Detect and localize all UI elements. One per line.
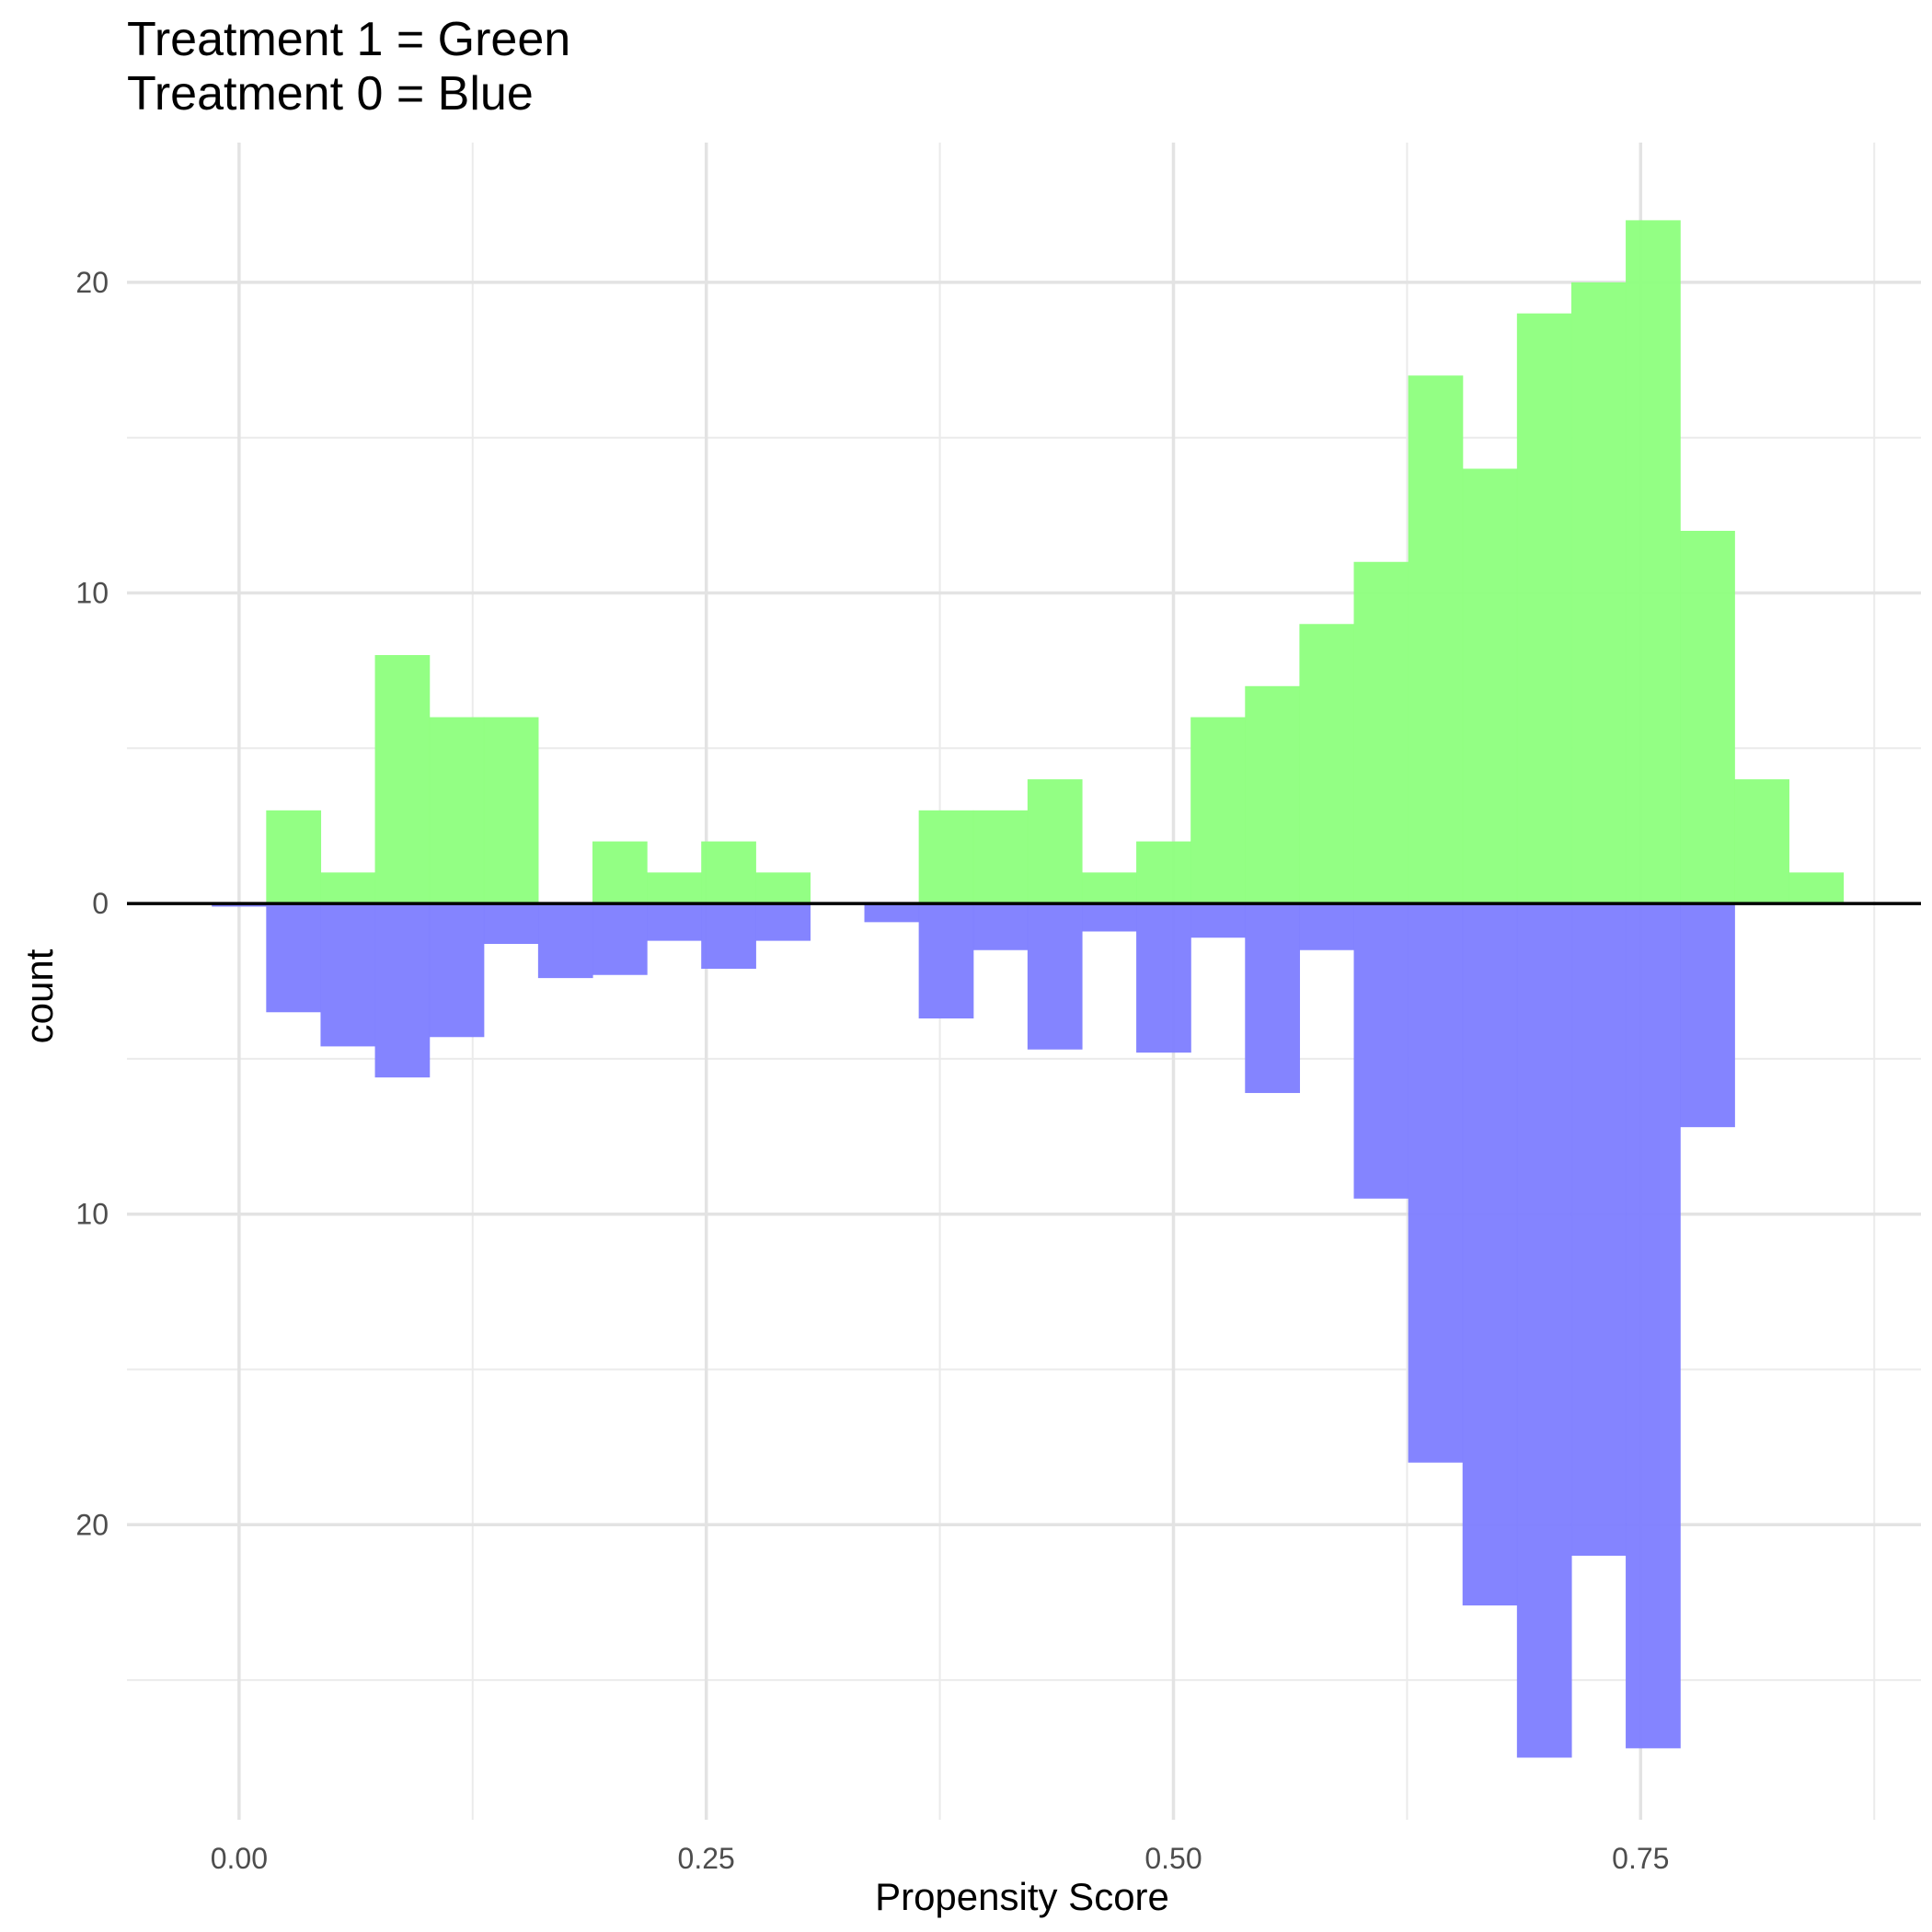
treatment-1-bar: [1734, 779, 1789, 904]
y-tick-label: 10: [75, 577, 109, 610]
treatment-0-bar: [647, 903, 702, 941]
treatment-0-bar: [266, 903, 322, 1013]
x-tick-label: 0.00: [211, 1842, 268, 1875]
treatment-0-bar: [320, 903, 376, 1047]
treatment-0-bar: [1570, 903, 1627, 1557]
x-tick-label: 0.50: [1144, 1842, 1202, 1875]
treatment-1-bar: [1626, 220, 1681, 904]
treatment-0-bar: [1190, 903, 1246, 938]
treatment-0-bar: [755, 903, 811, 941]
treatment-1-bar: [592, 841, 648, 904]
treatment-1-bar: [1353, 561, 1409, 904]
treatment-0-bar: [1680, 903, 1735, 1128]
chart-title-line-1: Treatment 1 = Green: [127, 13, 570, 66]
treatment-1-bar: [1190, 717, 1246, 904]
treatment-0-bar: [1245, 903, 1301, 1094]
treatment-1-bar: [483, 717, 539, 904]
treatment-1-bar: [429, 717, 485, 904]
x-axis-title: Propensity Score: [875, 1875, 1169, 1918]
treatment-0-bar: [918, 903, 974, 1019]
treatment-0-bar: [483, 903, 539, 944]
treatment-0-bar: [429, 903, 485, 1038]
treatment-0-bar: [374, 903, 431, 1078]
treatment-1-bar: [1245, 685, 1301, 904]
y-tick-label: 20: [75, 1508, 109, 1541]
treatment-0-bar: [1299, 903, 1355, 950]
treatment-0-bar: [537, 903, 593, 979]
treatment-1-bar: [1136, 841, 1191, 904]
treatment-1-bar: [701, 841, 756, 904]
treatment-1-bar: [1081, 872, 1137, 904]
treatment-1-bar: [1027, 779, 1083, 904]
treatment-1-bar: [1299, 624, 1355, 904]
histogram-bars: [212, 220, 1845, 1758]
y-axis-title: count: [17, 949, 61, 1043]
y-tick-label: 20: [75, 266, 109, 299]
treatment-1-bar: [1408, 375, 1464, 904]
treatment-1-bar: [1570, 282, 1627, 904]
chart-title-line-2: Treatment 0 = Blue: [127, 67, 534, 121]
treatment-1-bar: [1462, 468, 1518, 904]
treatment-1-bar: [266, 810, 322, 904]
treatment-0-bar: [864, 903, 920, 923]
treatment-1-bar: [320, 872, 376, 904]
treatment-0-bar: [1027, 903, 1083, 1050]
treatment-0-bar: [592, 903, 648, 975]
treatment-1-bar: [1680, 530, 1735, 904]
treatment-0-bar: [1626, 903, 1681, 1749]
y-axis-ticks: 20 10 0 10 20: [75, 266, 109, 1541]
treatment-0-bar: [701, 903, 756, 969]
y-tick-label: 10: [75, 1198, 109, 1231]
treatment-0-bar: [1408, 903, 1464, 1463]
treatment-0-bar: [1081, 903, 1137, 932]
treatment-0-bar: [1462, 903, 1518, 1606]
treatment-1-bar: [1788, 872, 1845, 904]
treatment-1-bar: [374, 655, 431, 904]
treatment-0-bar: [1353, 903, 1409, 1199]
y-tick-label: 0: [92, 887, 109, 920]
treatment-1-bar: [918, 810, 974, 904]
x-tick-label: 0.75: [1612, 1842, 1669, 1875]
treatment-1-bar: [647, 872, 702, 904]
treatment-0-bar: [1516, 903, 1572, 1758]
x-tick-label: 0.25: [678, 1842, 735, 1875]
x-axis-ticks: 0.00 0.25 0.50 0.75: [211, 1842, 1670, 1875]
treatment-1-bar: [1516, 313, 1572, 904]
treatment-1-bar: [755, 872, 811, 904]
treatment-0-bar: [1136, 903, 1191, 1053]
treatment-0-bar: [972, 903, 1029, 950]
treatment-1-bar: [972, 810, 1029, 904]
